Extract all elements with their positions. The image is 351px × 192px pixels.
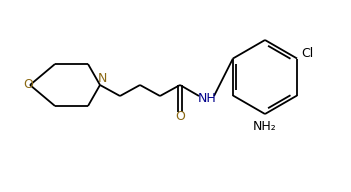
Text: O: O (175, 111, 185, 123)
Text: N: N (97, 73, 107, 85)
Text: Cl: Cl (301, 47, 313, 60)
Text: O: O (23, 79, 33, 92)
Text: NH: NH (198, 92, 216, 104)
Text: NH₂: NH₂ (253, 119, 277, 132)
